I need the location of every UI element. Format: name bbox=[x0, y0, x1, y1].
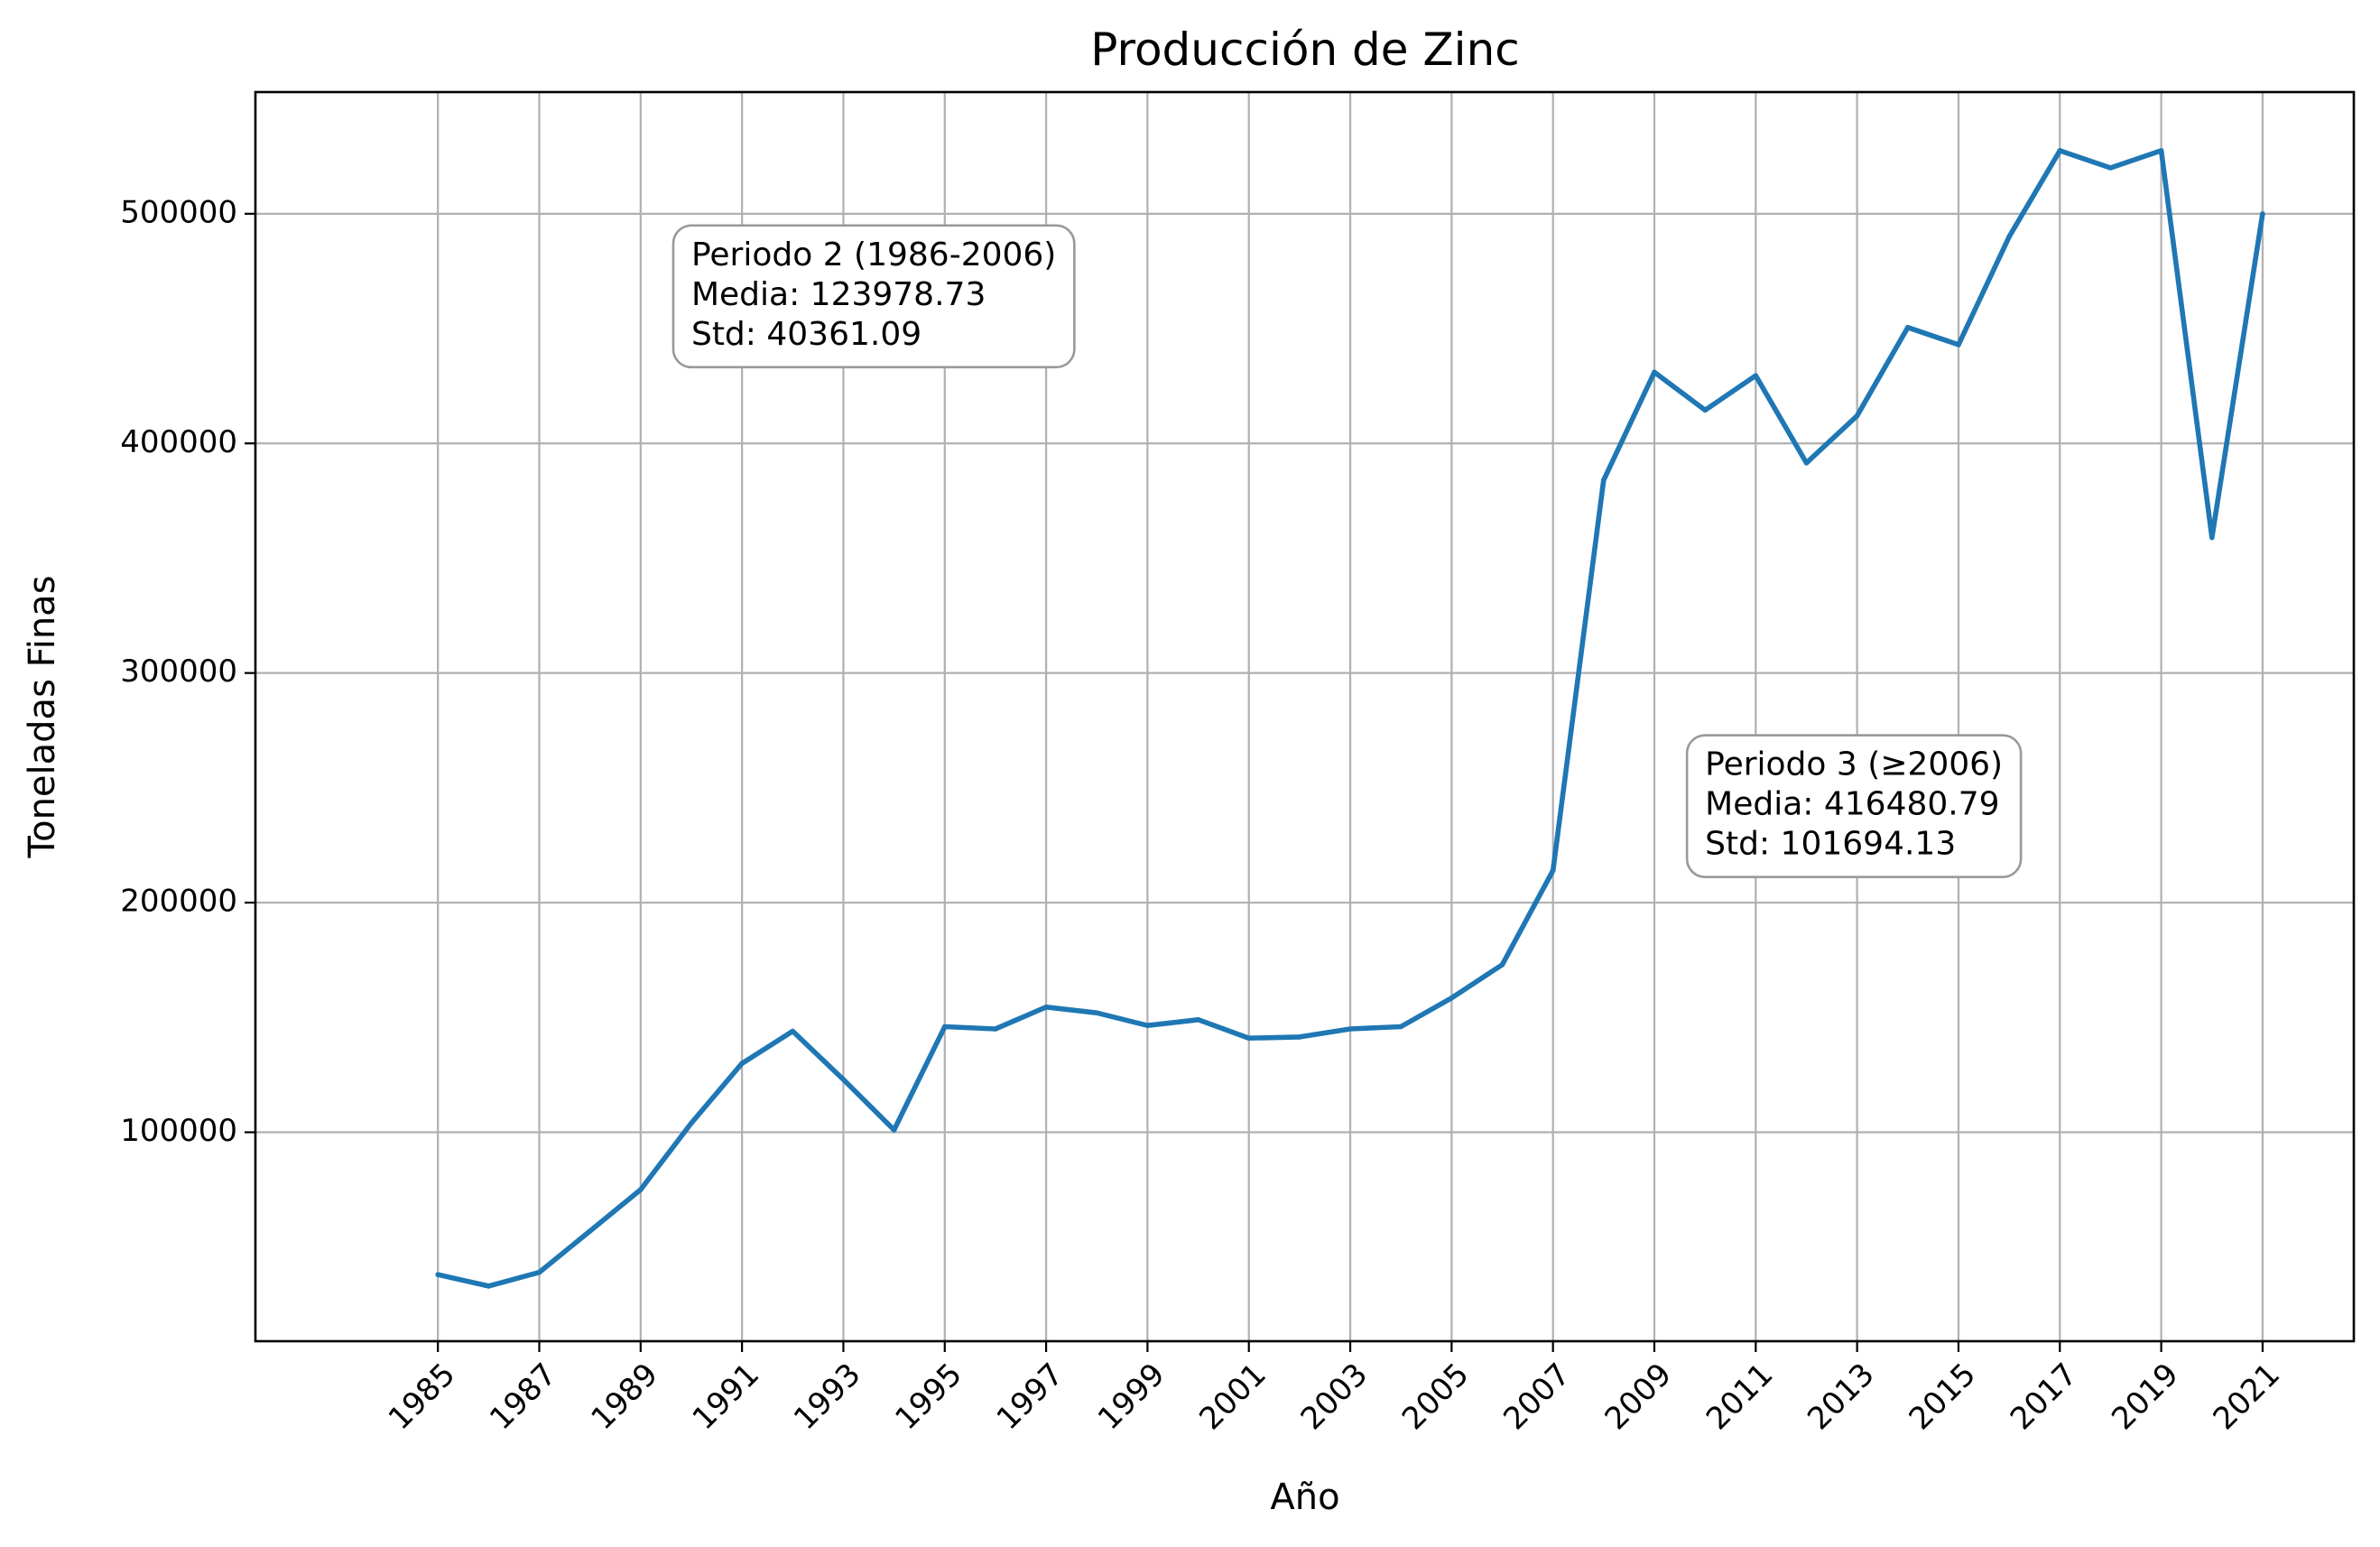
data-point bbox=[1347, 1026, 1353, 1032]
data-point bbox=[1652, 370, 1657, 375]
chart-title: Producción de Zinc bbox=[1090, 23, 1520, 76]
data-point bbox=[993, 1026, 998, 1032]
data-point bbox=[638, 1187, 644, 1192]
data-point bbox=[1956, 342, 1961, 347]
data-point bbox=[2006, 234, 2012, 239]
data-point bbox=[486, 1283, 492, 1289]
y-tick-label: 500000 bbox=[120, 194, 237, 230]
data-point bbox=[2108, 165, 2114, 171]
data-point bbox=[2209, 535, 2215, 541]
annotation-line: Periodo 3 (≥2006) bbox=[1705, 746, 2003, 783]
data-point bbox=[1551, 868, 1556, 874]
data-point bbox=[1754, 373, 1759, 378]
data-point bbox=[588, 1228, 593, 1234]
y-axis-label: Toneladas Finas bbox=[22, 575, 63, 858]
data-point bbox=[2057, 148, 2062, 153]
data-point bbox=[1500, 962, 1505, 968]
annotation-line: Media: 123978.73 bbox=[691, 276, 986, 313]
annotation-line: Periodo 2 (1986-2006) bbox=[691, 236, 1056, 273]
y-tick-label: 200000 bbox=[120, 884, 237, 920]
data-point bbox=[2159, 148, 2164, 153]
data-point bbox=[1196, 1017, 1201, 1023]
data-point bbox=[537, 1270, 542, 1275]
y-tick-label: 300000 bbox=[120, 653, 237, 690]
data-point bbox=[942, 1024, 948, 1030]
y-tick-label: 400000 bbox=[120, 424, 237, 460]
data-point bbox=[1702, 408, 1708, 413]
data-point bbox=[1145, 1023, 1151, 1028]
data-point bbox=[739, 1061, 745, 1066]
data-point bbox=[1297, 1034, 1302, 1040]
stats-annotation-box: Periodo 2 (1986-2006)Media: 123978.73Std… bbox=[673, 226, 1074, 367]
data-point bbox=[1246, 1035, 1252, 1041]
data-point bbox=[1043, 1005, 1049, 1010]
data-point bbox=[1601, 477, 1607, 483]
data-point bbox=[1449, 996, 1455, 1001]
data-point bbox=[892, 1127, 897, 1133]
data-point bbox=[2260, 211, 2265, 217]
data-point bbox=[790, 1029, 795, 1034]
y-tick-label: 100000 bbox=[120, 1113, 237, 1149]
annotation-line: Std: 101694.13 bbox=[1705, 826, 1956, 863]
data-point bbox=[1804, 460, 1810, 466]
data-point bbox=[1855, 413, 1860, 419]
data-point bbox=[435, 1272, 440, 1277]
data-point bbox=[841, 1077, 847, 1082]
data-point bbox=[689, 1121, 694, 1126]
annotation-line: Media: 416480.79 bbox=[1705, 786, 1999, 823]
annotation-line: Std: 40361.09 bbox=[691, 316, 921, 353]
data-point bbox=[1398, 1024, 1403, 1030]
data-point bbox=[1905, 325, 1911, 330]
x-axis-label: Año bbox=[1270, 1477, 1339, 1518]
data-point bbox=[1094, 1010, 1099, 1015]
